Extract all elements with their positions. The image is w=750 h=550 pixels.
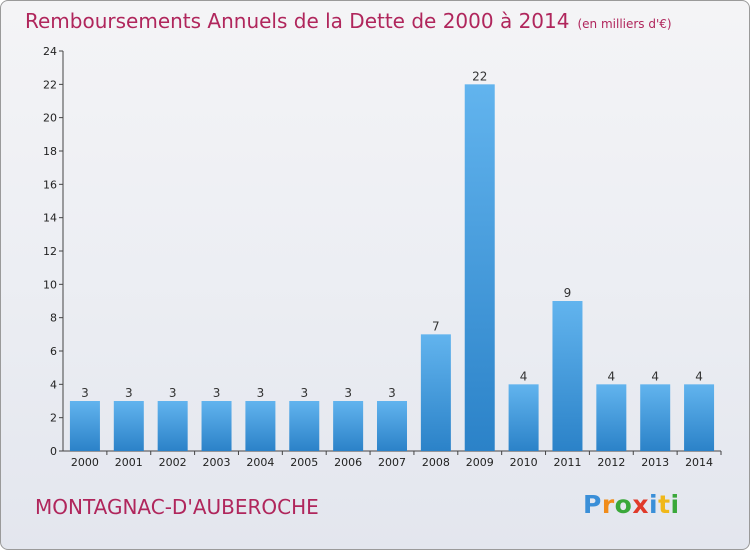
y-tick-label: 20 — [43, 112, 57, 125]
bar — [464, 84, 495, 451]
bar — [113, 401, 144, 451]
y-tick-label: 12 — [43, 245, 57, 258]
y-tick-label: 14 — [43, 212, 57, 225]
y-tick-label: 2 — [50, 412, 57, 425]
logo-letter: t — [658, 490, 671, 519]
chart-title: Remboursements Annuels de la Dette de 20… — [25, 9, 672, 33]
bar-value-label: 3 — [169, 386, 177, 400]
bar-value-label: 4 — [608, 369, 616, 383]
logo-letter: P — [583, 490, 602, 519]
bar-value-label: 3 — [125, 386, 133, 400]
chart-unit: (en milliers d'€) — [577, 17, 672, 31]
x-tick-label: 2003 — [203, 456, 231, 469]
bar-value-label: 4 — [651, 369, 659, 383]
x-tick-label: 2013 — [641, 456, 669, 469]
bar-value-label: 3 — [213, 386, 221, 400]
logo-letter: i — [649, 490, 659, 519]
y-tick-label: 4 — [50, 378, 57, 391]
logo-letter: r — [601, 490, 615, 519]
bar-value-label: 22 — [472, 69, 487, 83]
y-tick-label: 22 — [43, 78, 57, 91]
y-tick-label: 24 — [43, 45, 57, 58]
y-tick-label: 6 — [50, 345, 57, 358]
bar — [508, 384, 539, 451]
bar — [245, 401, 276, 451]
bar — [289, 401, 320, 451]
x-tick-label: 2010 — [510, 456, 538, 469]
x-tick-label: 2005 — [290, 456, 318, 469]
x-tick-label: 2014 — [685, 456, 713, 469]
bar-value-label: 3 — [388, 386, 396, 400]
bar — [377, 401, 407, 451]
bar-value-label: 4 — [520, 369, 528, 383]
logo-letter: o — [614, 490, 633, 519]
x-tick-label: 2001 — [115, 456, 143, 469]
x-tick-label: 2002 — [159, 456, 187, 469]
bar-value-label: 3 — [344, 386, 352, 400]
bar — [596, 384, 627, 451]
y-tick-label: 10 — [43, 278, 57, 291]
logo-letter: x — [632, 490, 649, 519]
commune-name: MONTAGNAC-D'AUBEROCHE — [35, 495, 319, 519]
bar — [640, 384, 671, 451]
x-tick-label: 2007 — [378, 456, 406, 469]
bar — [684, 384, 715, 451]
bar-value-label: 4 — [695, 369, 703, 383]
proxiti-logo: Proxiti — [583, 490, 680, 519]
x-tick-label: 2012 — [597, 456, 625, 469]
y-tick-label: 0 — [50, 445, 57, 458]
bar-value-label: 3 — [300, 386, 308, 400]
bar — [333, 401, 364, 451]
bar — [552, 301, 583, 451]
x-tick-label: 2004 — [246, 456, 274, 469]
x-tick-label: 2009 — [466, 456, 494, 469]
bar-value-label: 3 — [257, 386, 265, 400]
x-tick-label: 2008 — [422, 456, 450, 469]
x-tick-label: 2000 — [71, 456, 99, 469]
bar — [157, 401, 188, 451]
bar — [420, 334, 451, 451]
bar-value-label: 7 — [432, 319, 440, 333]
bar — [201, 401, 232, 451]
bar-value-label: 9 — [564, 286, 572, 300]
y-tick-label: 8 — [50, 312, 57, 325]
bar-value-label: 3 — [81, 386, 89, 400]
y-tick-label: 16 — [43, 178, 57, 191]
logo-letter: i — [670, 490, 680, 519]
y-tick-label: 18 — [43, 145, 57, 158]
chart-title-text: Remboursements Annuels de la Dette de 20… — [25, 9, 570, 33]
x-tick-label: 2006 — [334, 456, 362, 469]
bar — [69, 401, 100, 451]
x-tick-label: 2011 — [553, 456, 581, 469]
